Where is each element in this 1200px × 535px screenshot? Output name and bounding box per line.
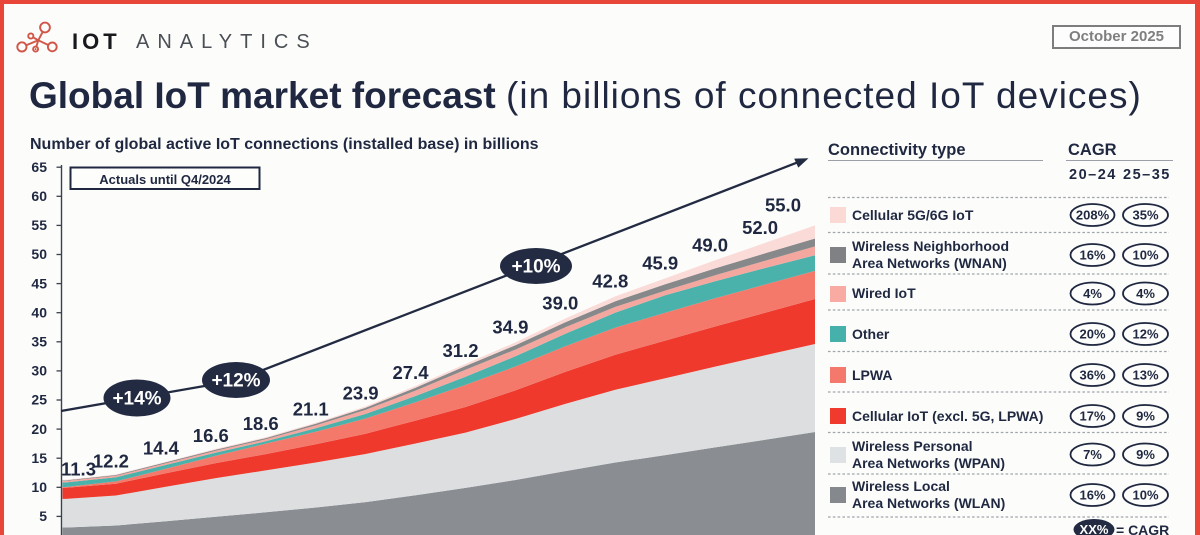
svg-text:45: 45 [31,275,47,291]
svg-text:13%: 13% [1132,368,1158,383]
svg-text:+14%: +14% [112,389,161,410]
svg-text:36%: 36% [1079,368,1105,383]
svg-text:Actuals until Q4/2024: Actuals until Q4/2024 [99,172,231,187]
svg-text:10%: 10% [1132,248,1158,263]
svg-text:10: 10 [31,479,47,495]
svg-text:45.9: 45.9 [642,252,678,273]
svg-text:65: 65 [31,159,47,175]
svg-text:9%: 9% [1136,447,1155,462]
svg-text:27.4: 27.4 [392,362,429,383]
svg-text:10%: 10% [1132,488,1158,503]
svg-text:+10%: +10% [511,257,560,278]
svg-text:21.1: 21.1 [293,399,329,420]
svg-text:30: 30 [31,363,47,379]
svg-text:12%: 12% [1132,327,1158,342]
svg-text:4%: 4% [1083,286,1102,301]
svg-text:39.0: 39.0 [542,293,578,314]
svg-text:31.2: 31.2 [442,340,478,361]
svg-text:16.6: 16.6 [193,425,229,446]
svg-text:208%: 208% [1076,208,1110,223]
svg-text:42.8: 42.8 [592,270,628,291]
svg-text:15: 15 [31,450,47,466]
svg-text:XX%: XX% [1080,522,1109,535]
svg-text:40: 40 [31,304,47,320]
svg-text:35: 35 [31,334,47,350]
svg-text:16%: 16% [1079,488,1105,503]
svg-text:55: 55 [31,217,47,233]
svg-text:52.0: 52.0 [742,217,778,238]
svg-text:5: 5 [39,508,47,524]
svg-text:49.0: 49.0 [692,234,728,255]
svg-text:14.4: 14.4 [143,438,180,459]
svg-text:55.0: 55.0 [765,194,801,215]
svg-text:+12%: +12% [211,371,260,392]
svg-text:18.6: 18.6 [243,413,279,434]
svg-text:11.3: 11.3 [61,459,96,480]
svg-text:50: 50 [31,246,47,262]
svg-text:23.9: 23.9 [343,382,379,403]
svg-text:20%: 20% [1079,327,1105,342]
svg-text:16%: 16% [1079,248,1105,263]
svg-text:35%: 35% [1132,208,1158,223]
svg-text:12.2: 12.2 [93,451,129,472]
svg-text:9%: 9% [1136,409,1155,424]
svg-text:20: 20 [31,421,47,437]
svg-text:7%: 7% [1083,447,1102,462]
svg-text:17%: 17% [1079,409,1105,424]
svg-text:4%: 4% [1136,286,1155,301]
svg-text:25: 25 [31,392,47,408]
svg-text:34.9: 34.9 [492,316,528,337]
svg-text:60: 60 [31,188,47,204]
